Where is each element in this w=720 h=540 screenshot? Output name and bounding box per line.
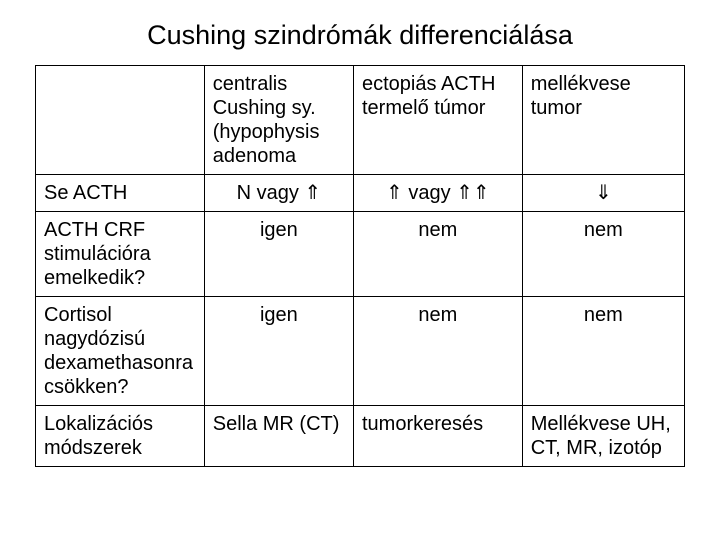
cell-centralis: N vagy ⇑ (204, 175, 353, 212)
cell-text: ⇑ vagy ⇑⇑ (386, 182, 490, 204)
cell-ectopias: tumorkeresés (354, 406, 523, 467)
header-cell-mellekvese: mellékvese tumor (522, 66, 684, 175)
cell-ectopias: nem (354, 297, 523, 406)
header-cell-empty (36, 66, 205, 175)
cell-centralis: igen (204, 297, 353, 406)
table-header-row: centralis Cushing sy. (hypophysis adenom… (36, 66, 685, 175)
cell-mellekvese: nem (522, 297, 684, 406)
cell-mellekvese: Mellékvese UH, CT, MR, izotóp (522, 406, 684, 467)
cell-ectopias: ⇑ vagy ⇑⇑ (354, 175, 523, 212)
cell-text: ⇓ (595, 182, 612, 204)
cell-centralis: igen (204, 212, 353, 297)
cell-ectopias: nem (354, 212, 523, 297)
page-title: Cushing szindrómák differenciálása (35, 20, 685, 51)
page: Cushing szindrómák differenciálása centr… (0, 0, 720, 540)
table-row: Se ACTH N vagy ⇑ ⇑ vagy ⇑⇑ ⇓ (36, 175, 685, 212)
header-cell-ectopias: ectopiás ACTH termelő túmor (354, 66, 523, 175)
row-label: Cortisol nagydózisú dexamethasonra csökk… (36, 297, 205, 406)
table-row: Lokalizációs módszerek Sella MR (CT) tum… (36, 406, 685, 467)
header-cell-centralis: centralis Cushing sy. (hypophysis adenom… (204, 66, 353, 175)
cell-mellekvese: nem (522, 212, 684, 297)
cell-centralis: Sella MR (CT) (204, 406, 353, 467)
table-row: ACTH CRF stimulációra emelkedik? igen ne… (36, 212, 685, 297)
row-label: ACTH CRF stimulációra emelkedik? (36, 212, 205, 297)
cell-mellekvese: ⇓ (522, 175, 684, 212)
cell-text: N vagy ⇑ (237, 182, 322, 204)
row-label: Lokalizációs módszerek (36, 406, 205, 467)
diff-table: centralis Cushing sy. (hypophysis adenom… (35, 65, 685, 467)
row-label: Se ACTH (36, 175, 205, 212)
table-row: Cortisol nagydózisú dexamethasonra csökk… (36, 297, 685, 406)
